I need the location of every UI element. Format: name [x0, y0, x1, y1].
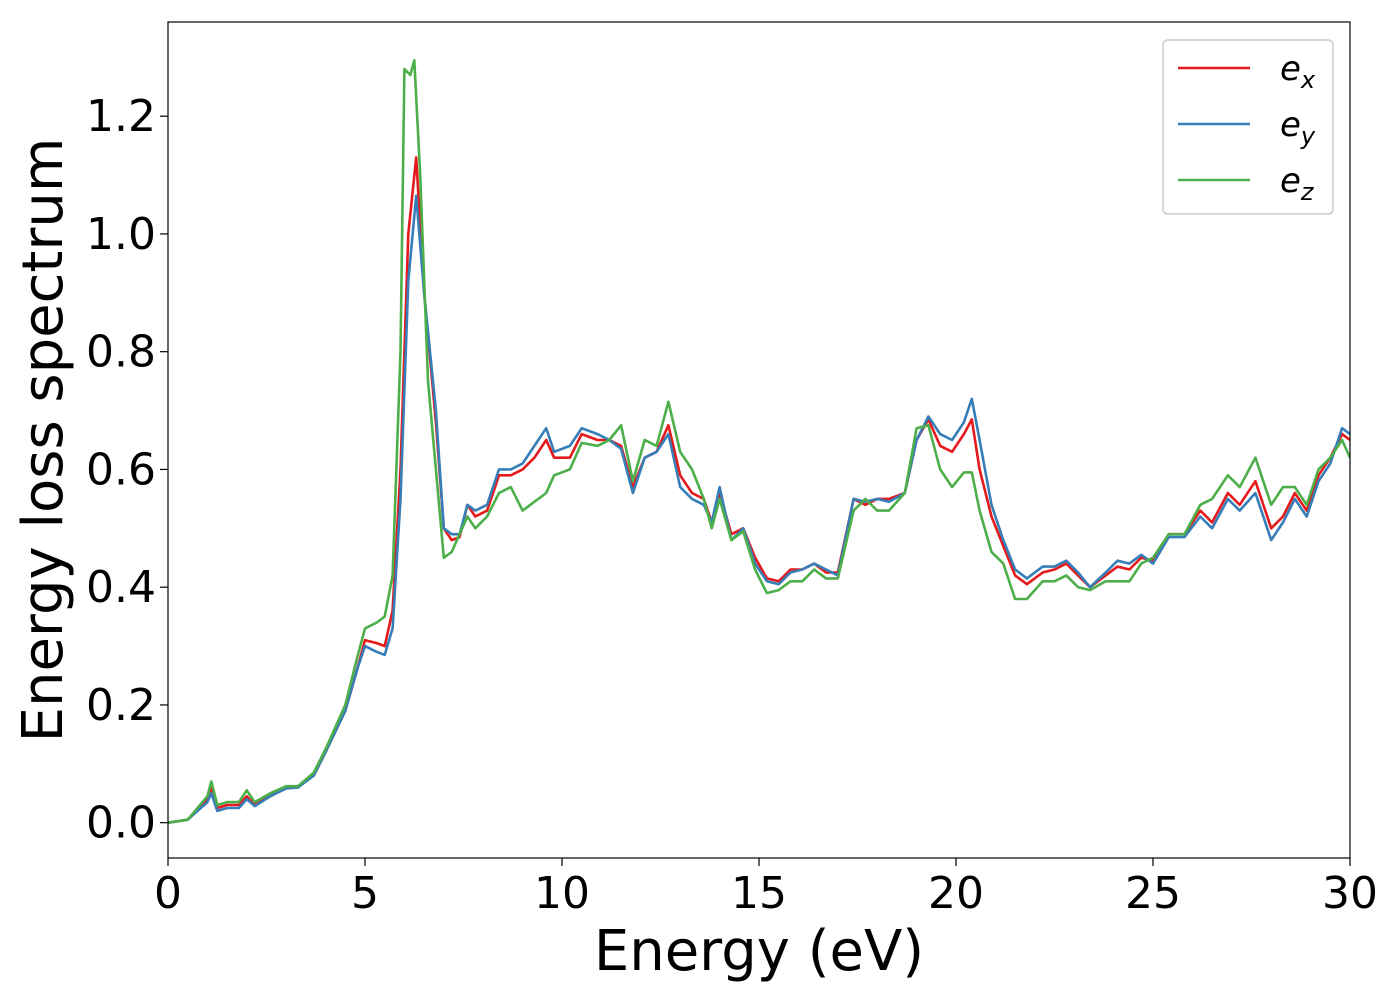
legend-label-e-z: ez [1280, 161, 1315, 206]
legend-label-e-y: ey [1280, 105, 1316, 150]
legend-label-subscript: y [1300, 122, 1316, 150]
x-axis-ticks: 0 5 10 15 20 25 30 [154, 858, 1378, 919]
legend-label-base: e [1280, 105, 1301, 145]
plot-background [168, 22, 1350, 858]
legend-label-subscript: x [1300, 66, 1316, 94]
series-line-e-z [168, 59, 1350, 824]
x-tick-label: 0 [154, 868, 182, 919]
y-tick-label: 0.8 [86, 327, 156, 378]
x-tick-label: 25 [1125, 868, 1181, 919]
y-axis-title: Energy loss spectrum [11, 138, 76, 743]
y-axis-ticks: 0.0 0.2 0.4 0.6 0.8 1.0 1.2 [86, 91, 168, 849]
y-tick-label: 0.0 [86, 798, 156, 849]
x-tick-label: 20 [928, 868, 984, 919]
legend-label-base: e [1280, 49, 1301, 89]
y-tick-label: 0.4 [86, 562, 156, 613]
legend-label-e-x: ex [1280, 49, 1316, 94]
y-tick-label: 1.0 [86, 209, 156, 260]
x-tick-label: 15 [731, 868, 787, 919]
y-tick-label: 1.2 [86, 91, 156, 142]
x-tick-label: 5 [351, 868, 379, 919]
legend-label-subscript: z [1300, 178, 1315, 206]
plot-frame [167, 21, 1351, 859]
legend-label-base: e [1280, 161, 1301, 201]
y-tick-label: 0.2 [86, 680, 156, 731]
series-lines [168, 59, 1350, 824]
series-line-e-y [168, 194, 1350, 824]
x-tick-label: 10 [534, 868, 590, 919]
x-tick-label: 30 [1322, 868, 1378, 919]
legend-frame [1162, 39, 1334, 215]
x-axis-title: Energy (eV) [594, 919, 924, 984]
y-tick-label: 0.6 [86, 444, 156, 495]
